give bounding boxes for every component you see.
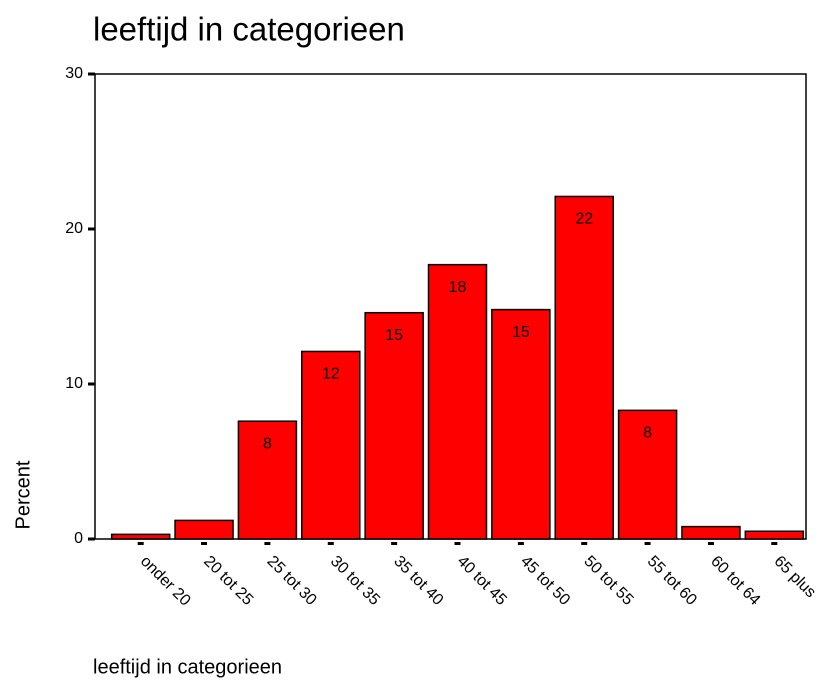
x-tick-label: 45 tot 50 xyxy=(517,553,573,609)
x-tick xyxy=(644,542,651,545)
bar xyxy=(617,409,678,540)
bar xyxy=(301,350,361,540)
x-tick-label: 35 tot 40 xyxy=(390,553,446,609)
x-tick xyxy=(391,542,398,545)
bar xyxy=(681,525,741,540)
bar xyxy=(174,519,234,540)
x-tick xyxy=(201,542,208,545)
y-tick-label: 20 xyxy=(65,220,83,237)
bar xyxy=(491,308,551,540)
y-tick-label: 30 xyxy=(65,65,83,82)
x-tick-label: 30 tot 35 xyxy=(327,553,383,609)
value-label: 18 xyxy=(449,279,467,296)
x-tick xyxy=(707,542,714,545)
y-tick-label: 0 xyxy=(74,530,83,547)
x-tick xyxy=(581,542,588,545)
value-label: 8 xyxy=(263,435,272,452)
x-tick-label: 25 tot 30 xyxy=(264,553,320,609)
x-tick-label: 65 plus xyxy=(770,553,819,602)
x-tick-label: 40 tot 45 xyxy=(454,553,510,609)
bar xyxy=(427,263,488,540)
bar xyxy=(110,533,171,540)
y-axis-label: Percent xyxy=(12,460,34,529)
bar xyxy=(364,311,424,540)
chart-title: leeftijd in categorieen xyxy=(93,11,405,48)
x-tick xyxy=(327,542,334,545)
x-tick xyxy=(264,542,271,545)
value-label: 15 xyxy=(512,324,530,341)
x-tick-label: 20 tot 25 xyxy=(200,553,256,609)
x-tick-label: 55 tot 60 xyxy=(644,553,700,609)
bar xyxy=(744,530,805,540)
x-tick xyxy=(454,542,461,545)
x-axis-label: leeftijd in categorieen xyxy=(93,656,282,678)
x-tick xyxy=(771,542,778,545)
value-label: 15 xyxy=(385,327,403,344)
value-label: 22 xyxy=(575,211,593,228)
value-label: 8 xyxy=(643,425,652,442)
x-tick-label: onder 20 xyxy=(137,553,194,610)
bar xyxy=(237,420,298,540)
x-tick-label: 50 tot 55 xyxy=(580,553,636,609)
y-tick-label: 10 xyxy=(65,375,83,392)
x-tick xyxy=(137,542,144,545)
x-tick-label: 60 tot 64 xyxy=(707,553,763,609)
x-tick xyxy=(517,542,524,545)
value-label: 12 xyxy=(322,366,340,383)
bar xyxy=(554,195,614,540)
